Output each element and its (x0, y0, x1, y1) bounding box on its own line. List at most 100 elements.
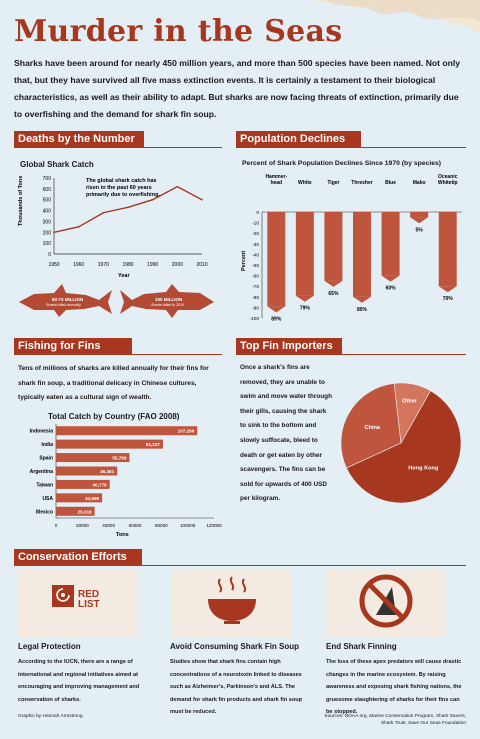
footer-sources-line-1: Sources: NOAA.org, Marine Conservation P… (324, 714, 466, 719)
pie-slice (340, 383, 402, 469)
country-label: Indonesia (30, 429, 54, 435)
country-label: Mexico (36, 509, 53, 515)
country-bar (56, 453, 130, 463)
pop-bar-tip (353, 296, 371, 303)
line-y-tick: 200 (43, 230, 52, 236)
no-finning-icon (359, 574, 413, 628)
pop-category-label-2: head (270, 180, 282, 186)
card-title-legal: Legal Protection (18, 642, 81, 651)
pop-category-label: Oceanic (438, 174, 458, 180)
section-header-importers: Top Fin Importers (236, 338, 342, 355)
fishing-paragraph: Tens of millions of sharks are killed an… (18, 365, 209, 401)
country-bar (56, 479, 110, 489)
country-bar (56, 506, 95, 516)
section-header-fishing: Fishing for Fins (14, 338, 132, 355)
line-x-tick: 1960 (73, 262, 84, 268)
shark-right-icon (120, 284, 214, 318)
pop-y-tick: -60 (252, 274, 259, 280)
pop-y-tick: -70 (252, 284, 259, 290)
country-value-label: 55,769 (112, 456, 126, 461)
section-divider (14, 565, 466, 566)
line-x-tick: 1950 (48, 262, 59, 268)
country-x-tick: 120000 (206, 523, 222, 528)
shark-right-caption: Sharks killed in 2010 (151, 303, 184, 307)
country-catch-chart: 0 20000 40000 60000 80000 100000 120000 Indones… (30, 424, 222, 538)
page-title: Murder in the Seas (14, 14, 343, 49)
population-chart-title: Percent of Shark Population Declines Sin… (242, 160, 442, 167)
pop-bar-tip (267, 306, 286, 313)
importers-pie-chart: Hong Kong China Other (340, 382, 462, 504)
line-x-label: Year (118, 273, 130, 279)
catch-point (201, 198, 203, 201)
pie-slice (393, 382, 431, 444)
pop-category-label: Mako (413, 180, 426, 186)
pop-bar-label: 70% (443, 296, 454, 302)
country-value-label: 29,318 (78, 509, 92, 514)
country-x-tick: 60000 (129, 523, 142, 528)
pop-category-label: Thresher (351, 180, 372, 186)
soup-card (172, 569, 292, 637)
pop-y-tick: -10 (252, 221, 259, 227)
pop-bar (267, 212, 286, 307)
pop-category-label: Blue (385, 180, 396, 186)
pop-y-tick: 0 (256, 210, 259, 216)
pop-bar-label: 65% (328, 291, 339, 297)
pop-bar-label: 60% (386, 286, 397, 292)
pop-y-tick: -20 (252, 231, 259, 237)
catch-annotation-3: primarily due to overfishing. (86, 192, 160, 198)
pop-bar-label: 80% (357, 307, 368, 313)
country-bar (56, 439, 163, 449)
pie-label: Hong Kong (408, 465, 439, 471)
line-x-tick: 1980 (122, 262, 133, 268)
pop-y-tick: -100 (249, 316, 259, 322)
footer-sources: Sources: NOAA.org, Marine Conservation P… (306, 714, 466, 727)
pop-y-tick: -90 (252, 305, 259, 311)
pop-bar (381, 212, 400, 276)
country-x-tick: 100000 (180, 523, 196, 528)
line-y-tick: 600 (43, 187, 52, 193)
pop-bar-tip (295, 295, 314, 302)
pop-bar (438, 212, 457, 287)
line-x-tick: 1990 (147, 262, 158, 268)
country-value-label: 107,290 (178, 429, 195, 434)
card-title-finning: End Shark Finning (326, 642, 397, 651)
line-y-tick: 400 (43, 209, 52, 215)
country-x-label: Tons (116, 532, 129, 538)
pie-slice (346, 390, 462, 504)
shark-right-figure: 100 MILLION (155, 297, 182, 302)
country-x-tick: 0 (55, 523, 58, 528)
pop-category-label: Tiger (327, 180, 339, 186)
catch-point (102, 211, 105, 214)
pop-category-label-2: Whitetip (438, 180, 458, 186)
pop-bar-tip (324, 280, 343, 287)
pop-category-label: White (298, 180, 312, 186)
catch-point (127, 206, 129, 209)
country-label: USA (42, 496, 53, 502)
country-bar (56, 426, 198, 436)
pop-y-tick: -50 (252, 263, 259, 269)
section-divider (14, 147, 222, 148)
country-chart-title: Total Catch by Country (FAO 2008) (48, 412, 180, 421)
country-bar (56, 493, 103, 503)
section-divider (14, 354, 222, 355)
card-text-finning: The loss of these apex predators will ca… (326, 659, 462, 715)
country-value-label: 40,776 (93, 482, 107, 487)
catch-point (53, 231, 55, 234)
catch-point (77, 226, 80, 228)
shark-left-caption: Sharks killed annually (46, 303, 81, 307)
country-label: Taiwan (36, 482, 53, 488)
global-catch-chart: 0 100 200 300 400 500 600 700 1950 1960 1970 1980 19… (18, 176, 208, 279)
catch-annotation-2: risen in the past 60 years (86, 185, 152, 191)
pop-bar-tip (438, 286, 457, 293)
soup-bowl-icon (208, 576, 256, 624)
catch-point (176, 185, 179, 188)
line-y-tick: 300 (43, 219, 52, 225)
pop-category-label: Hammer- (265, 174, 287, 180)
importers-paragraph: Once a shark's fins are removed, they ar… (240, 364, 332, 503)
shark-silhouettes: 60-73 MILLION Sharks killed annually 100… (19, 284, 214, 318)
card-title-soup: Avoid Consuming Shark Fin Soup (170, 642, 300, 651)
pop-bar (353, 212, 371, 297)
pop-bar-tip (381, 275, 400, 282)
pop-bar (410, 212, 429, 218)
country-x-tick: 20000 (76, 523, 89, 528)
